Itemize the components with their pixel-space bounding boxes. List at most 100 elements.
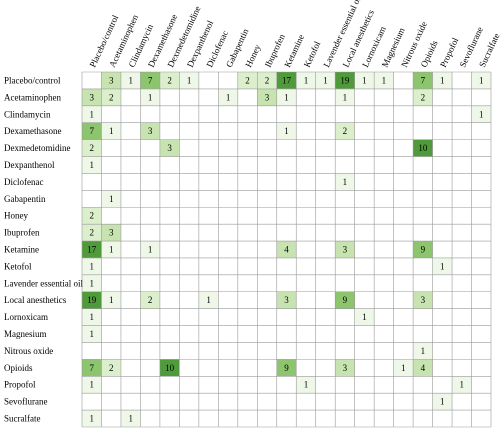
matrix-cell-value: 2 xyxy=(89,228,94,238)
row-label-sevoflurane: Sevoflurane xyxy=(4,397,47,407)
matrix-cell-3-1 xyxy=(101,122,121,140)
matrix-cell-0-5 xyxy=(179,72,199,89)
matrix-cell-value: 2 xyxy=(109,363,114,373)
matrix-cell-18-0 xyxy=(82,376,102,394)
matrix-cell-value: 3 xyxy=(167,143,172,153)
matrix-cell-17-13 xyxy=(335,359,355,377)
matrix-cell-value: 3 xyxy=(343,245,348,255)
matrix-cell-value: 19 xyxy=(340,75,350,85)
matrix-cell-18-19 xyxy=(452,376,472,394)
matrix-cell-13-1 xyxy=(101,291,121,309)
matrix-cell-value: 2 xyxy=(265,75,270,85)
matrix-cell-3-3 xyxy=(140,122,160,140)
column-labels: Placebo/controlAcetaminophenClindamycinD… xyxy=(87,0,500,69)
matrix-cell-value: 7 xyxy=(148,75,153,85)
matrix-cell-1-10 xyxy=(276,88,297,106)
matrix-cell-0-14 xyxy=(354,72,375,89)
matrix-cell-11-18 xyxy=(432,257,453,275)
matrix-cell-8-0 xyxy=(82,207,102,225)
row-label-dexamethasone: Dexamethasone xyxy=(4,126,61,136)
matrix-cell-17-16 xyxy=(393,359,414,377)
matrix-cell-value: 1 xyxy=(89,312,94,322)
matrix-cell-value: 9 xyxy=(284,363,289,373)
matrix-cell-value: 10 xyxy=(165,363,175,373)
matrix-cell-value: 2 xyxy=(148,295,153,305)
matrix-cell-0-8 xyxy=(237,72,258,89)
matrix-cell-value: 10 xyxy=(418,143,428,153)
matrix-cell-0-11 xyxy=(296,72,316,89)
matrix-cell-value: 1 xyxy=(89,278,94,288)
matrix-cell-17-1 xyxy=(101,359,121,377)
matrix-cell-value: 1 xyxy=(226,92,231,102)
row-label-ketamine: Ketamine xyxy=(4,245,39,255)
matrix-cell-value: 1 xyxy=(440,261,445,271)
matrix-cell-1-13 xyxy=(335,88,355,106)
matrix-cell-value: 1 xyxy=(206,295,211,305)
matrix-cell-value: 1 xyxy=(440,397,445,407)
matrix-cell-value: 1 xyxy=(148,245,153,255)
matrix-cell-11-0 xyxy=(82,257,102,275)
matrix-cell-0-15 xyxy=(374,72,394,89)
matrix-cell-value: 4 xyxy=(421,363,426,373)
matrix-cell-value: 1 xyxy=(421,346,426,356)
matrix-cell-5-0 xyxy=(82,156,102,174)
column-label-ketofol: Ketofol xyxy=(302,39,323,69)
matrix-cell-value: 1 xyxy=(148,92,153,102)
matrix-cell-value: 1 xyxy=(382,75,387,85)
matrix-cell-value: 4 xyxy=(284,245,289,255)
matrix-cell-14-0 xyxy=(82,308,102,326)
matrix-cell-value: 9 xyxy=(421,245,426,255)
matrix-cell-1-7 xyxy=(218,88,238,106)
row-label-dexpanthenol: Dexpanthenol xyxy=(4,160,55,170)
matrix-cell-value: 1 xyxy=(362,75,367,85)
matrix-cell-0-4 xyxy=(159,72,180,89)
matrix-cell-9-1 xyxy=(101,224,121,242)
row-label-ketofol: Ketofol xyxy=(4,261,32,271)
row-label-gabapentin: Gabapentin xyxy=(4,194,46,204)
matrix-cell-13-17 xyxy=(413,291,433,309)
matrix-cell-19-18 xyxy=(432,393,453,411)
matrix-cell-18-11 xyxy=(296,376,316,394)
matrix-cell-0-20 xyxy=(471,72,491,89)
matrix-cell-20-2 xyxy=(120,410,141,427)
matrix-cell-4-0 xyxy=(82,139,102,157)
matrix-cell-14-14 xyxy=(354,308,375,326)
matrix-cell-value: 2 xyxy=(421,92,426,102)
row-label-lornoxicam: Lornoxicam xyxy=(4,312,48,322)
matrix-cell-13-6 xyxy=(198,291,219,309)
matrix-cell-0-2 xyxy=(120,72,141,89)
matrix-cell-value: 3 xyxy=(343,363,348,373)
matrix-cell-10-0 xyxy=(82,241,102,258)
column-label-opioids: Opioids xyxy=(419,38,440,69)
matrix-cell-value: 1 xyxy=(89,160,94,170)
matrix-cell-10-17 xyxy=(413,241,433,258)
matrix-cell-1-1 xyxy=(101,88,121,106)
matrix-cell-7-1 xyxy=(101,190,121,208)
row-label-honey: Honey xyxy=(4,211,28,221)
matrix-cell-value: 1 xyxy=(109,245,114,255)
matrix-cell-0-12 xyxy=(315,72,336,89)
matrix-cells: 3 1 7 2 1 2 2 17 1 1 19 1 1 7 1 13 2 1 1 3 1 1 21 17 1 3 1 22 3 10111… xyxy=(82,72,491,427)
matrix-cell-value: 1 xyxy=(89,109,94,119)
matrix-cell-20-0 xyxy=(82,410,102,427)
matrix-cell-value: 1 xyxy=(89,329,94,339)
matrix-cell-value: 1 xyxy=(128,75,133,85)
matrix-cell-3-13 xyxy=(335,122,355,140)
matrix-cell-value: 1 xyxy=(89,261,94,271)
matrix-cell-13-10 xyxy=(276,291,297,309)
matrix-cell-0-1 xyxy=(101,72,121,89)
row-label-sucralfate: Sucralfate xyxy=(4,414,40,424)
row-labels: Placebo/control Acetaminophen Clindamycin D… xyxy=(4,75,83,423)
matrix-cell-value: 1 xyxy=(109,194,114,204)
matrix-cell-value: 3 xyxy=(109,75,114,85)
matrix-cell-6-13 xyxy=(335,173,355,191)
matrix-cell-value: 1 xyxy=(460,380,465,390)
matrix-cell-value: 7 xyxy=(421,75,426,85)
matrix-cell-0-3 xyxy=(140,72,160,89)
matrix-cell-10-13 xyxy=(335,241,355,258)
matrix-cell-2-20 xyxy=(471,105,491,123)
row-label-diclofenac: Diclofenac xyxy=(4,177,43,187)
matrix-cell-value: 1 xyxy=(284,92,289,102)
matrix-cell-value: 1 xyxy=(343,92,348,102)
